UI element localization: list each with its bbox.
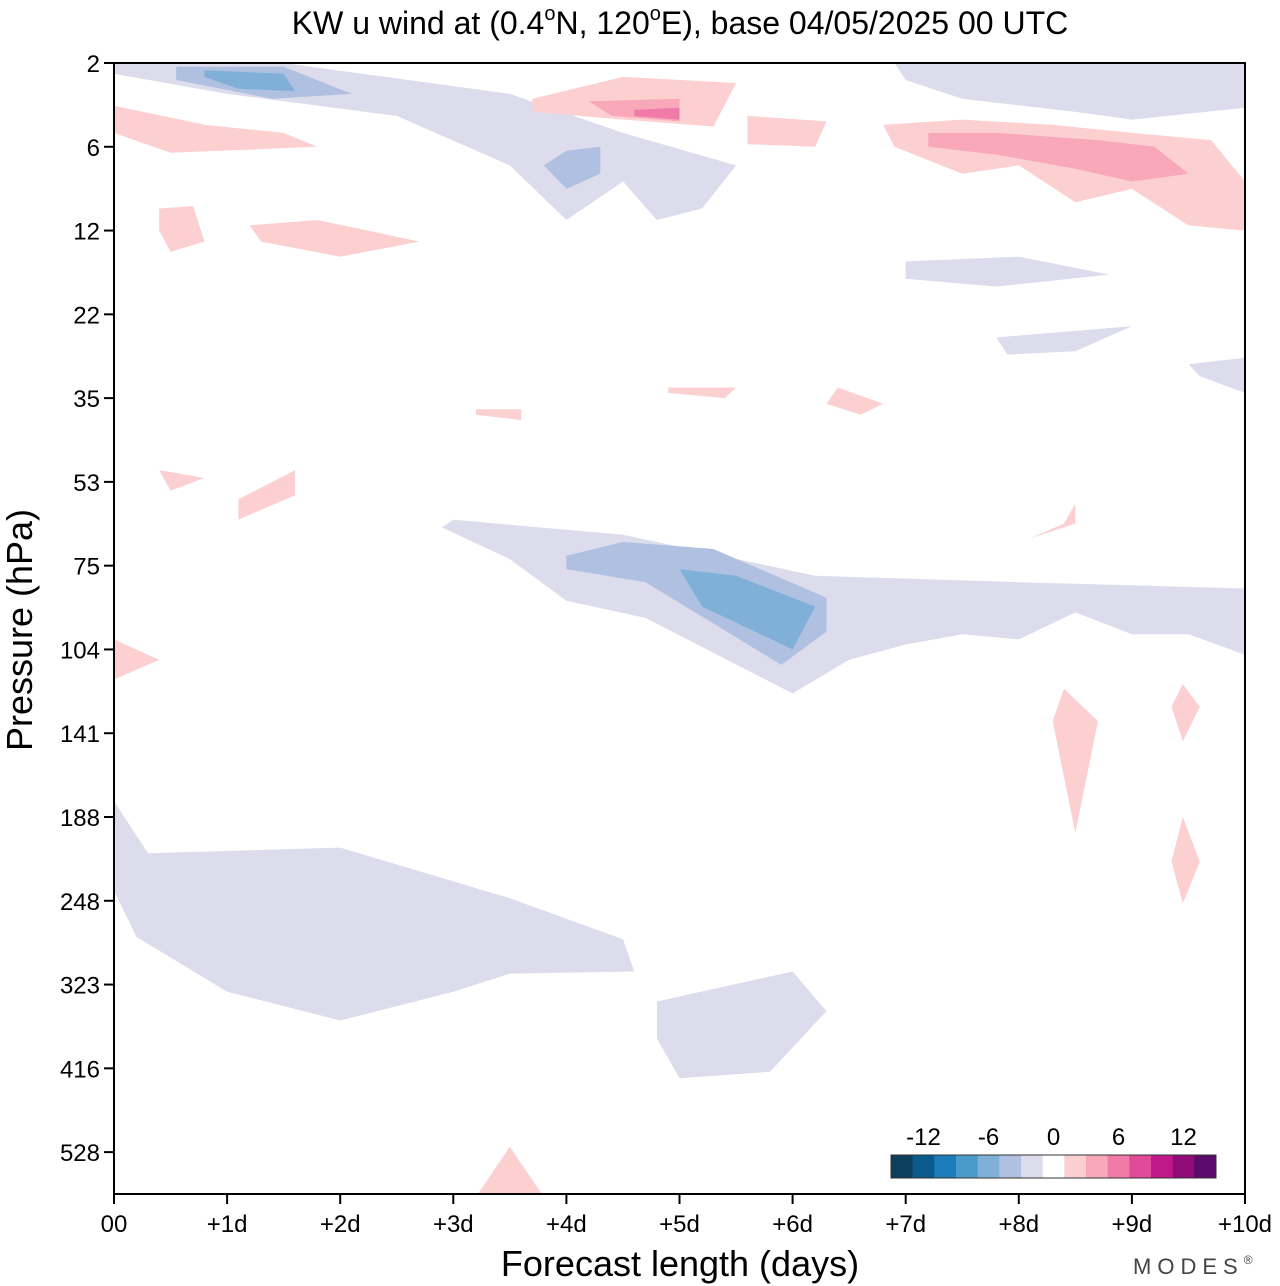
colorbar-frame — [890, 1154, 1217, 1179]
colorbar-swatch — [934, 1155, 957, 1178]
y-tick-label: 188 — [60, 805, 100, 832]
positive-wind-contour — [1052, 688, 1098, 833]
x-tick-label: +6d — [772, 1211, 813, 1238]
colorbar-swatch — [1086, 1155, 1108, 1178]
colorbar-label: 6 — [1112, 1124, 1125, 1151]
colorbar-label: 12 — [1170, 1124, 1197, 1151]
negative-wind-contour — [442, 519, 1245, 694]
colorbar-swatch — [956, 1155, 978, 1178]
positive-wind-contour — [114, 639, 160, 680]
x-tick-label: +9d — [1112, 1211, 1153, 1238]
positive-wind-contour — [928, 132, 1189, 182]
negative-wind-contour — [1188, 357, 1245, 393]
positive-wind-contour — [634, 107, 680, 120]
positive-wind-contour — [114, 105, 318, 153]
modes-logo-text: MODES — [1133, 1254, 1244, 1279]
x-tick-label: +5d — [659, 1211, 700, 1238]
positive-wind-contour — [1171, 684, 1200, 742]
registered-mark: ® — [1244, 1253, 1259, 1267]
chart-title-mid: N, 120 — [555, 5, 649, 41]
y-tick-label: 416 — [60, 1056, 100, 1083]
positive-wind-contour — [1171, 817, 1200, 904]
negative-wind-contour — [894, 63, 1245, 120]
colorbar-swatch — [999, 1155, 1022, 1178]
colorbar-label: -12 — [906, 1124, 941, 1151]
chart-title-suffix: E), base 04/05/2025 00 UTC — [661, 5, 1068, 41]
y-tick-label: 248 — [60, 889, 100, 916]
y-tick-label: 2 — [87, 51, 100, 78]
y-tick-label: 104 — [60, 637, 100, 664]
y-axis: 2 6 12 22 35 53 75 104 141 188 248 323 416 528 — [60, 51, 114, 1167]
colorbar-swatch — [912, 1155, 935, 1178]
x-axis-label: Forecast length (days) — [501, 1243, 859, 1284]
x-axis: 00 +1d +2d +3d +4d +5d +6d +7d +8d +9d +10d — [101, 1194, 1272, 1238]
positive-wind-contour — [668, 387, 737, 399]
x-tick-label: +1d — [207, 1211, 248, 1238]
colorbar-swatch — [1107, 1155, 1130, 1178]
x-tick-label: +3d — [433, 1211, 474, 1238]
y-tick-label: 323 — [60, 973, 100, 1000]
chart-title-prefix: KW u wind at (0.4 — [292, 5, 545, 41]
colorbar-swatch — [1064, 1155, 1087, 1178]
negative-wind-contour — [905, 256, 1110, 287]
y-axis-label: Pressure (hPa) — [0, 509, 40, 751]
negative-wind-contour — [114, 801, 635, 1021]
modes-logo: MODES® — [1133, 1253, 1259, 1279]
x-tick-label: +8d — [998, 1211, 1039, 1238]
positive-wind-contour — [747, 115, 827, 147]
y-tick-label: 35 — [73, 386, 100, 413]
chart-title-degree: o — [650, 3, 661, 25]
colorbar-swatch — [1172, 1155, 1195, 1178]
positive-wind-contour — [238, 470, 295, 520]
colorbar-label: -6 — [978, 1124, 999, 1151]
positive-wind-contour — [1030, 503, 1076, 539]
positive-wind-contour — [249, 220, 420, 257]
colorbar: -12 -6 0 6 12 — [890, 1124, 1217, 1179]
x-tick-label: 00 — [101, 1211, 128, 1238]
x-tick-label: +7d — [885, 1211, 926, 1238]
negative-wind-contour — [543, 146, 601, 189]
colorbar-swatch — [1021, 1155, 1043, 1178]
colorbar-swatch — [1042, 1155, 1065, 1178]
y-tick-label: 528 — [60, 1140, 100, 1167]
y-tick-label: 141 — [60, 721, 100, 748]
y-tick-label: 22 — [73, 302, 100, 329]
positive-wind-contour — [159, 470, 205, 491]
x-tick-label: +10d — [1218, 1211, 1272, 1238]
positive-wind-contour — [477, 1146, 542, 1194]
y-tick-label: 6 — [87, 135, 100, 162]
colorbar-swatch — [1194, 1155, 1217, 1178]
negative-wind-contour — [679, 569, 816, 650]
x-tick-label: +2d — [320, 1211, 361, 1238]
colorbar-label: 0 — [1047, 1124, 1060, 1151]
x-tick-label: +4d — [546, 1211, 587, 1238]
y-tick-label: 53 — [73, 470, 100, 497]
colorbar-swatch — [1151, 1155, 1173, 1178]
positive-wind-contour — [475, 409, 522, 420]
negative-wind-contour — [204, 70, 295, 92]
negative-wind-contour — [656, 971, 827, 1079]
chart-title: KW u wind at (0.4oN, 120oE), base 04/05/… — [292, 3, 1068, 41]
negative-wind-contour — [996, 326, 1132, 355]
chart-title-degree: o — [544, 3, 555, 25]
contour-layer — [114, 63, 1245, 1194]
colorbar-swatch — [891, 1155, 913, 1178]
positive-wind-contour — [826, 387, 884, 415]
colorbar-swatch — [1129, 1155, 1152, 1178]
positive-wind-contour — [159, 206, 205, 252]
y-tick-label: 12 — [73, 219, 100, 246]
colorbar-swatch — [977, 1155, 1000, 1178]
y-tick-label: 75 — [73, 554, 100, 581]
